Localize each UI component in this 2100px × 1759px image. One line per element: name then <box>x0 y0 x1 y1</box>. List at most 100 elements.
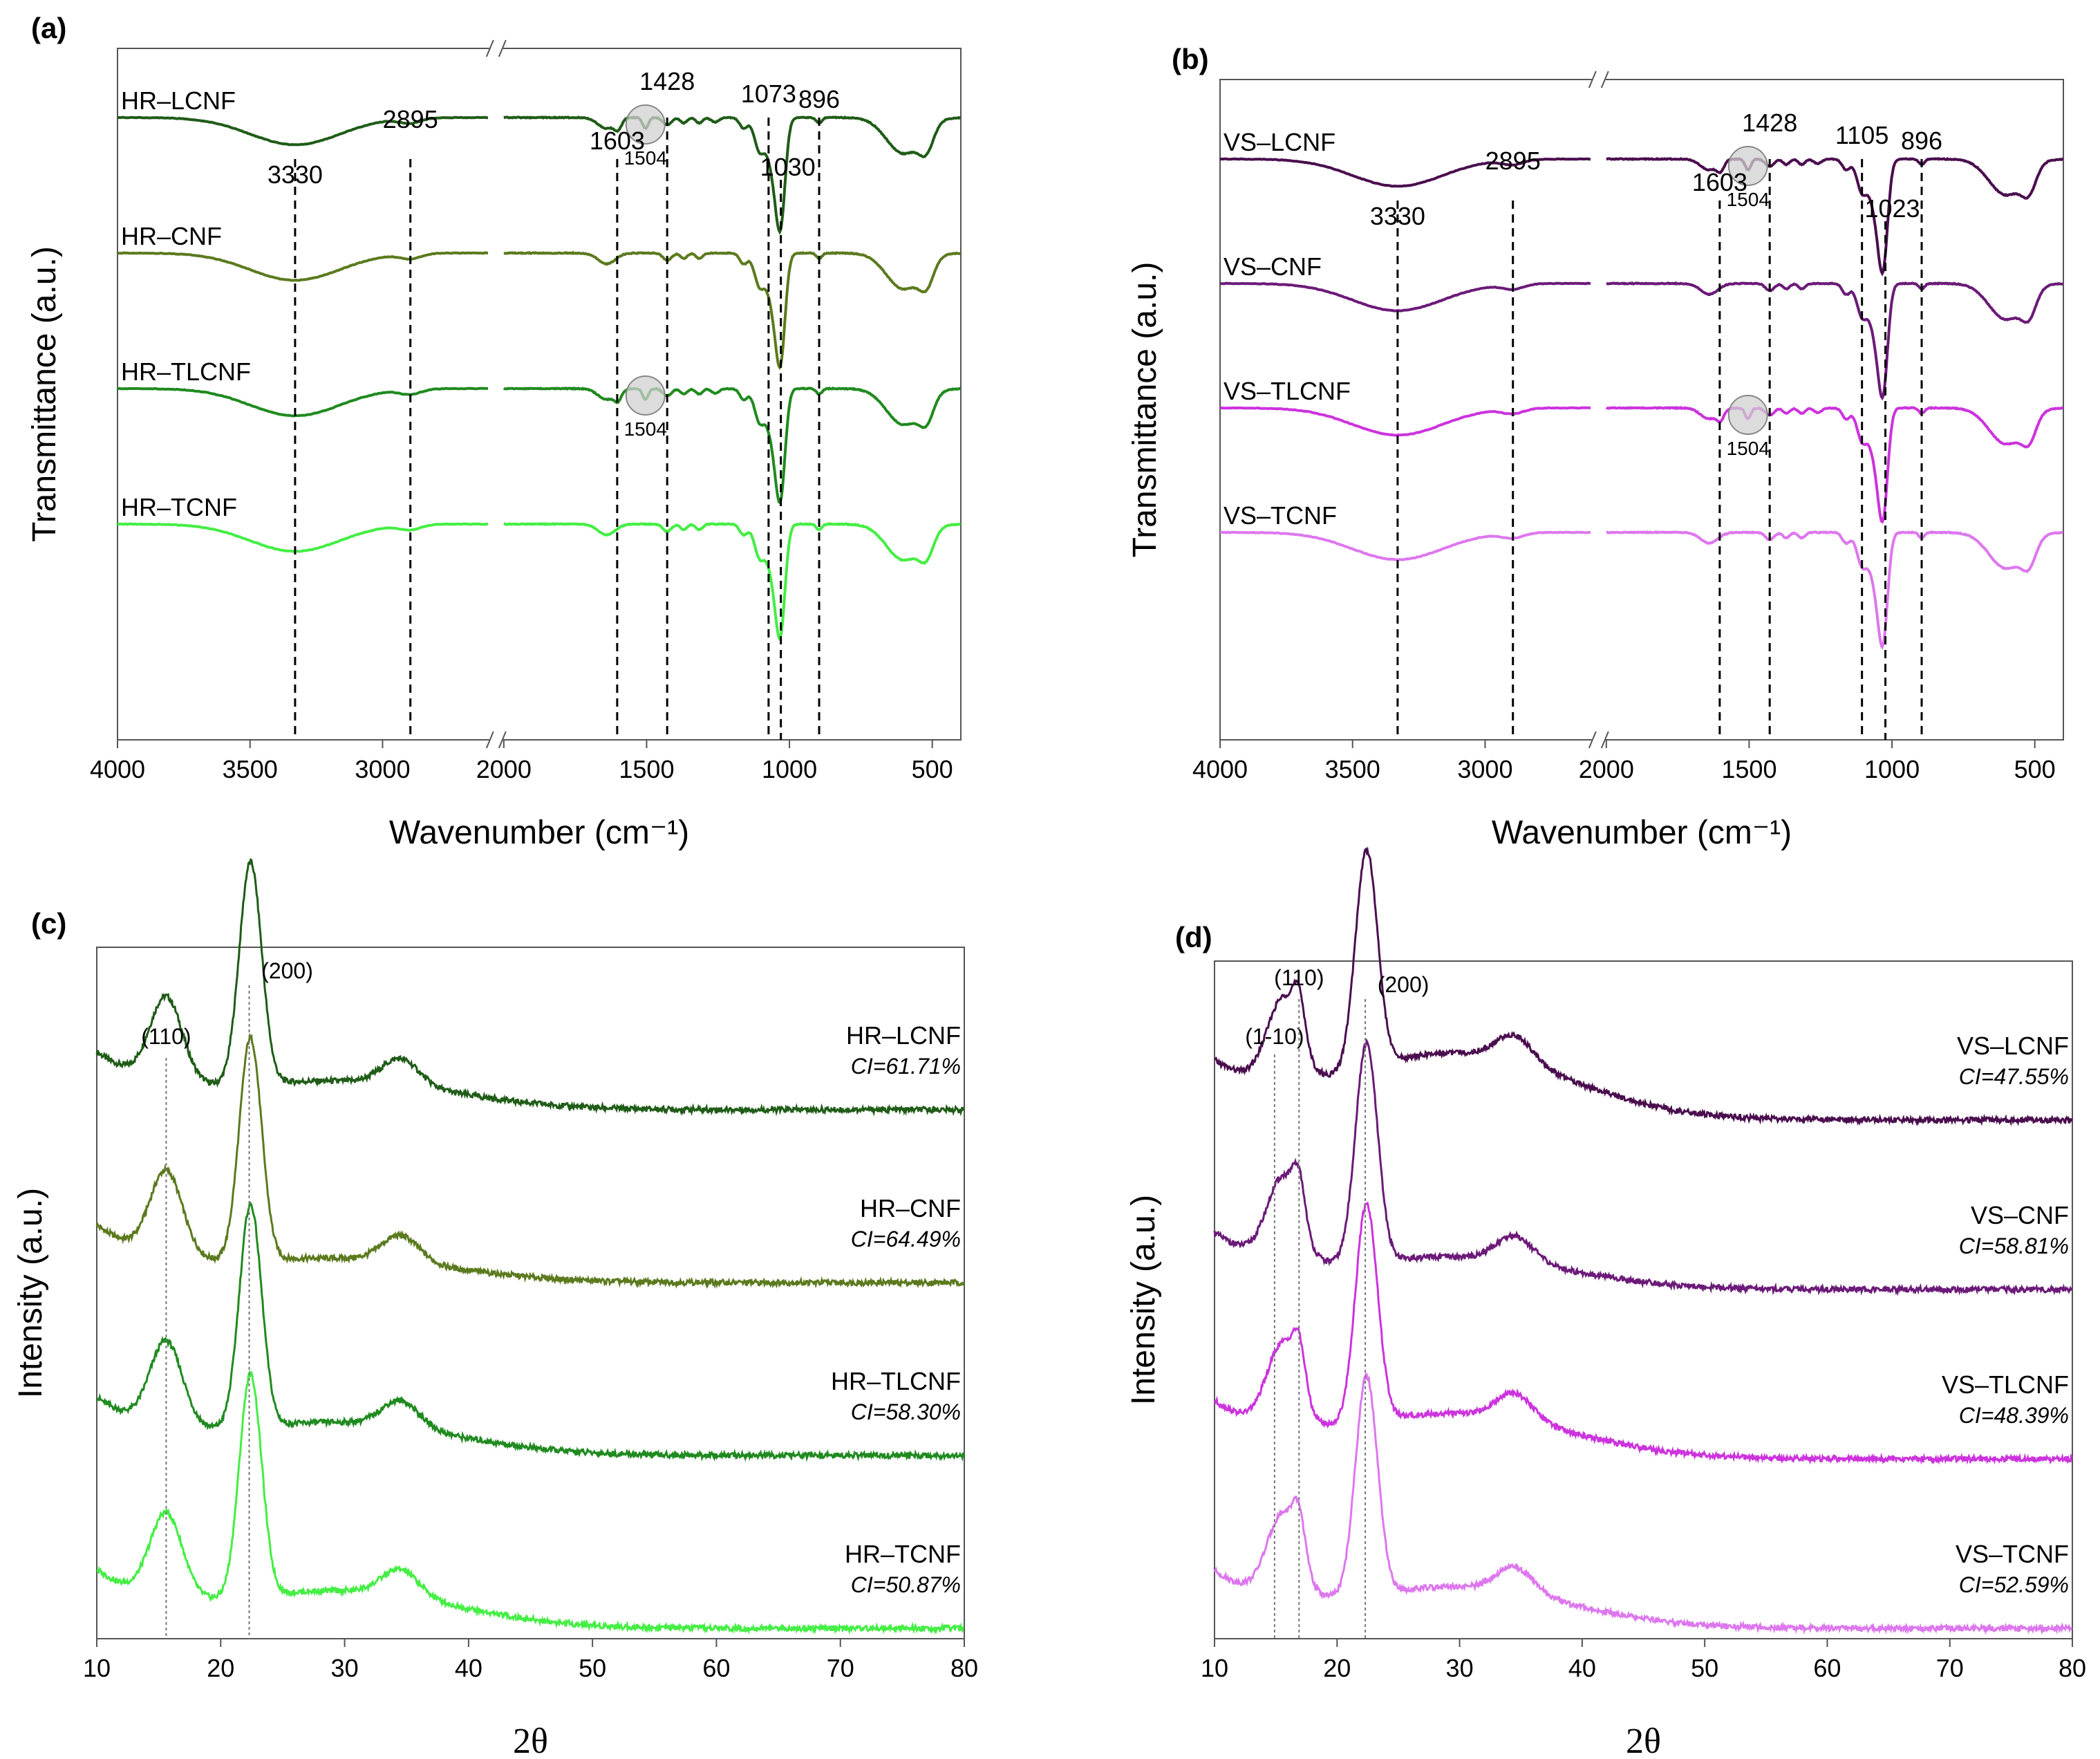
lignin-peak-label: 1504 <box>1727 438 1770 459</box>
x-tick-label: 10 <box>1201 1654 1228 1682</box>
crystallinity-index: CI=47.55% <box>1959 1064 2069 1089</box>
peak-label: 896 <box>1901 127 1942 155</box>
peak-label: 1603 <box>590 127 645 155</box>
series-line <box>503 115 962 235</box>
plot-frame <box>96 947 965 1639</box>
axis-break-gap <box>489 738 503 742</box>
peak-label: 2895 <box>1485 147 1541 175</box>
x-tick-label: 70 <box>827 1654 854 1682</box>
x-tick-label: 50 <box>579 1654 606 1682</box>
series-line <box>503 521 961 642</box>
x-tick-label: 4000 <box>90 755 145 783</box>
peak-label: (110) <box>141 1024 191 1049</box>
series-label: HR–LCNF <box>846 1021 961 1050</box>
y-axis-label: Intensity (a.u.) <box>1125 1195 1162 1405</box>
x-tick-label: 40 <box>455 1654 482 1682</box>
panel-tag: (c) <box>31 907 66 940</box>
panel-b: (b) Transmittance (a.u.) Wavenumber (cm⁻¹)… <box>1127 43 2064 851</box>
panel-tag: (b) <box>1172 43 1209 75</box>
x-tick-label: 60 <box>1813 1654 1841 1682</box>
axis-break-gap <box>1591 738 1606 742</box>
axis-break-mark <box>485 39 494 57</box>
series-label: VS–TLCNF <box>1942 1370 2069 1399</box>
x-axis-label: 2θ <box>513 1722 548 1759</box>
peak-label: (1-10) <box>1245 1024 1304 1049</box>
series-line <box>1213 1038 2073 1296</box>
axis-break-mark <box>498 39 507 57</box>
x-tick-label: 30 <box>1446 1654 1474 1682</box>
lignin-peak-label: 1504 <box>624 418 667 440</box>
peak-label: 1105 <box>1835 121 1888 149</box>
series-line <box>1213 1201 2073 1465</box>
x-axis-label: 2θ <box>1626 1722 1661 1759</box>
x-axis-label: Wavenumber (cm⁻¹) <box>1492 815 1792 851</box>
x-tick-label: 1000 <box>762 755 817 783</box>
x-tick-label: 20 <box>207 1654 234 1682</box>
x-tick-label: 1500 <box>1721 755 1776 783</box>
lignin-peak-label: 1504 <box>624 147 667 169</box>
series-line <box>1219 406 1591 437</box>
series-line <box>117 522 489 553</box>
y-axis-label: Intensity (a.u.) <box>12 1188 49 1398</box>
series-label: HR–CNF <box>121 222 222 250</box>
x-tick-label: 2000 <box>476 755 532 783</box>
x-tick-label: 500 <box>2014 755 2056 783</box>
lignin-peak-label: 1504 <box>1727 189 1770 210</box>
x-tick-label: 2000 <box>1579 755 1634 783</box>
panel-a: (a) Transmittance (a.u.) Wavenumber (cm⁻¹)… <box>26 12 962 851</box>
axis-break-gap <box>1591 77 1606 82</box>
peak-label: (110) <box>1274 965 1324 990</box>
series-line <box>1213 1372 2073 1635</box>
axis-break-mark <box>498 731 507 749</box>
series-line <box>95 858 964 1117</box>
crystallinity-index: CI=61.71% <box>851 1054 961 1079</box>
axis-break-mark <box>1588 71 1597 89</box>
lignin-peak-marker <box>625 104 666 145</box>
lignin-peak-marker <box>1727 395 1768 435</box>
crystallinity-index: CI=58.30% <box>851 1399 961 1424</box>
peak-label: 1428 <box>639 67 695 95</box>
series-label: VS–CNF <box>1224 252 1322 281</box>
series-label: VS–LCNF <box>1224 128 1335 156</box>
series-line <box>1606 281 2063 401</box>
peak-label: 1030 <box>760 153 816 181</box>
x-tick-label: 80 <box>950 1654 978 1682</box>
x-tick-label: 10 <box>83 1654 111 1682</box>
series-label: VS–CNF <box>1971 1201 2069 1229</box>
y-axis-label: Transmittance (a.u.) <box>26 246 63 542</box>
series-line <box>503 250 961 371</box>
series-label: VS–TLCNF <box>1224 377 1351 405</box>
series-label: VS–LCNF <box>1957 1032 2069 1060</box>
series-line <box>117 115 489 147</box>
peak-label: (200) <box>1378 972 1429 997</box>
axis-break-mark <box>1600 71 1609 89</box>
series-line <box>1606 530 2063 651</box>
series-line <box>96 1200 965 1462</box>
axis-break-mark <box>485 731 494 749</box>
x-tick-label: 3000 <box>355 755 410 783</box>
panel-tag: (d) <box>1175 921 1212 953</box>
x-tick-label: 3500 <box>1325 755 1380 783</box>
plot-frame <box>1214 960 2073 1639</box>
x-tick-label: 30 <box>331 1654 359 1682</box>
peak-label: 1428 <box>1742 109 1797 137</box>
peak-label: (200) <box>261 958 313 983</box>
crystallinity-index: CI=48.39% <box>1959 1403 2069 1428</box>
x-tick-label: 1000 <box>1864 755 1920 783</box>
plot-frame <box>117 48 962 741</box>
crystallinity-index: CI=64.49% <box>851 1227 961 1251</box>
x-tick-label: 70 <box>1936 1654 1964 1682</box>
series-label: HR–CNF <box>860 1194 961 1222</box>
x-tick-label: 40 <box>1568 1654 1596 1682</box>
axis-break-mark <box>1588 731 1597 749</box>
lignin-peak-marker <box>1727 146 1768 186</box>
series-label: HR–LCNF <box>121 86 236 115</box>
peak-label: 896 <box>798 85 840 113</box>
series-line <box>95 1032 965 1290</box>
peak-label: 3330 <box>268 160 323 189</box>
series-line <box>503 386 961 505</box>
lignin-peak-marker <box>625 375 666 416</box>
x-tick-label: 60 <box>702 1654 730 1682</box>
peak-label: 1073 <box>741 80 796 108</box>
